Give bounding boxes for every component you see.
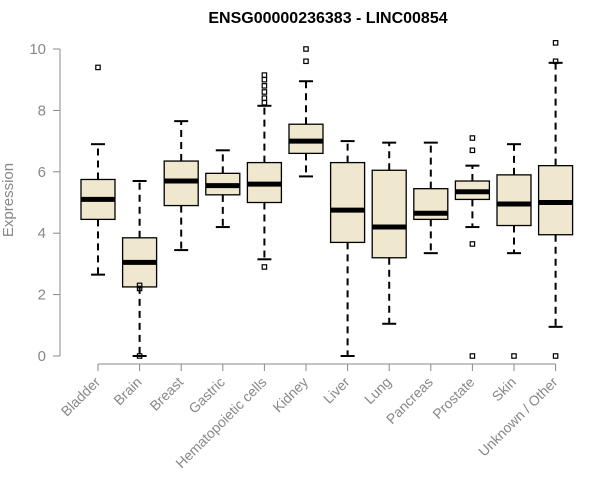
x-tick-label: Breast xyxy=(146,374,186,414)
outlier-point xyxy=(261,95,268,101)
outlier-point xyxy=(511,353,517,359)
y-axis-label: Expression xyxy=(0,163,17,237)
box-prostate xyxy=(454,135,491,359)
y-tick-label: 6 xyxy=(38,164,46,181)
x-tick-label: Skin xyxy=(489,374,520,405)
box-bladder xyxy=(80,64,116,276)
outlier-point xyxy=(261,264,268,270)
box-hematopoietic-cells xyxy=(246,72,283,270)
outlier-point xyxy=(552,58,559,65)
box-pancreas xyxy=(413,141,449,255)
box-lung xyxy=(371,141,407,325)
iqr-box xyxy=(371,169,407,259)
y-tick-label: 0 xyxy=(38,348,46,365)
outlier-point xyxy=(261,76,268,83)
x-tick-label: Bladder xyxy=(58,374,104,420)
box-skin xyxy=(496,143,532,359)
box-liver xyxy=(329,140,366,357)
outlier-point xyxy=(136,282,143,289)
outlier-point xyxy=(469,353,476,359)
outlier-point xyxy=(469,147,476,154)
chart-title: ENSG00000236383 - LINC00854 xyxy=(208,10,447,27)
outlier-point xyxy=(469,241,476,247)
outlier-point xyxy=(469,135,476,141)
outlier-point xyxy=(261,72,268,78)
box-unknown-other xyxy=(537,40,574,359)
boxes-group xyxy=(80,40,574,359)
box-brain xyxy=(121,180,158,359)
outlier-point xyxy=(261,89,268,95)
box-kidney xyxy=(288,46,324,178)
outlier-point xyxy=(303,58,309,65)
y-tick-label: 10 xyxy=(29,41,46,58)
iqr-box xyxy=(496,174,532,227)
x-tick-label: Prostate xyxy=(429,374,477,422)
y-axis: 0 2 4 6 8 10 xyxy=(29,41,61,365)
x-tick-label: Kidney xyxy=(270,374,312,416)
y-tick-label: 2 xyxy=(38,287,46,304)
outlier-point xyxy=(136,285,143,292)
outlier-point xyxy=(552,353,559,359)
outlier-point xyxy=(261,99,268,106)
y-tick-label: 8 xyxy=(38,102,46,119)
outlier-point xyxy=(552,40,559,46)
x-tick-label: Lung xyxy=(361,374,394,407)
iqr-box xyxy=(329,161,366,244)
outlier-point xyxy=(261,83,268,89)
box-gastric xyxy=(205,149,241,229)
y-tick-label: 4 xyxy=(38,225,46,242)
box-breast xyxy=(163,120,199,252)
outlier-point xyxy=(95,64,101,71)
outlier-point xyxy=(303,46,309,52)
x-tick-label: Unknown / Other xyxy=(475,374,561,460)
outlier-point xyxy=(136,353,143,359)
x-tick-label: Brain xyxy=(110,374,144,408)
x-tick-label: Liver xyxy=(320,374,353,407)
